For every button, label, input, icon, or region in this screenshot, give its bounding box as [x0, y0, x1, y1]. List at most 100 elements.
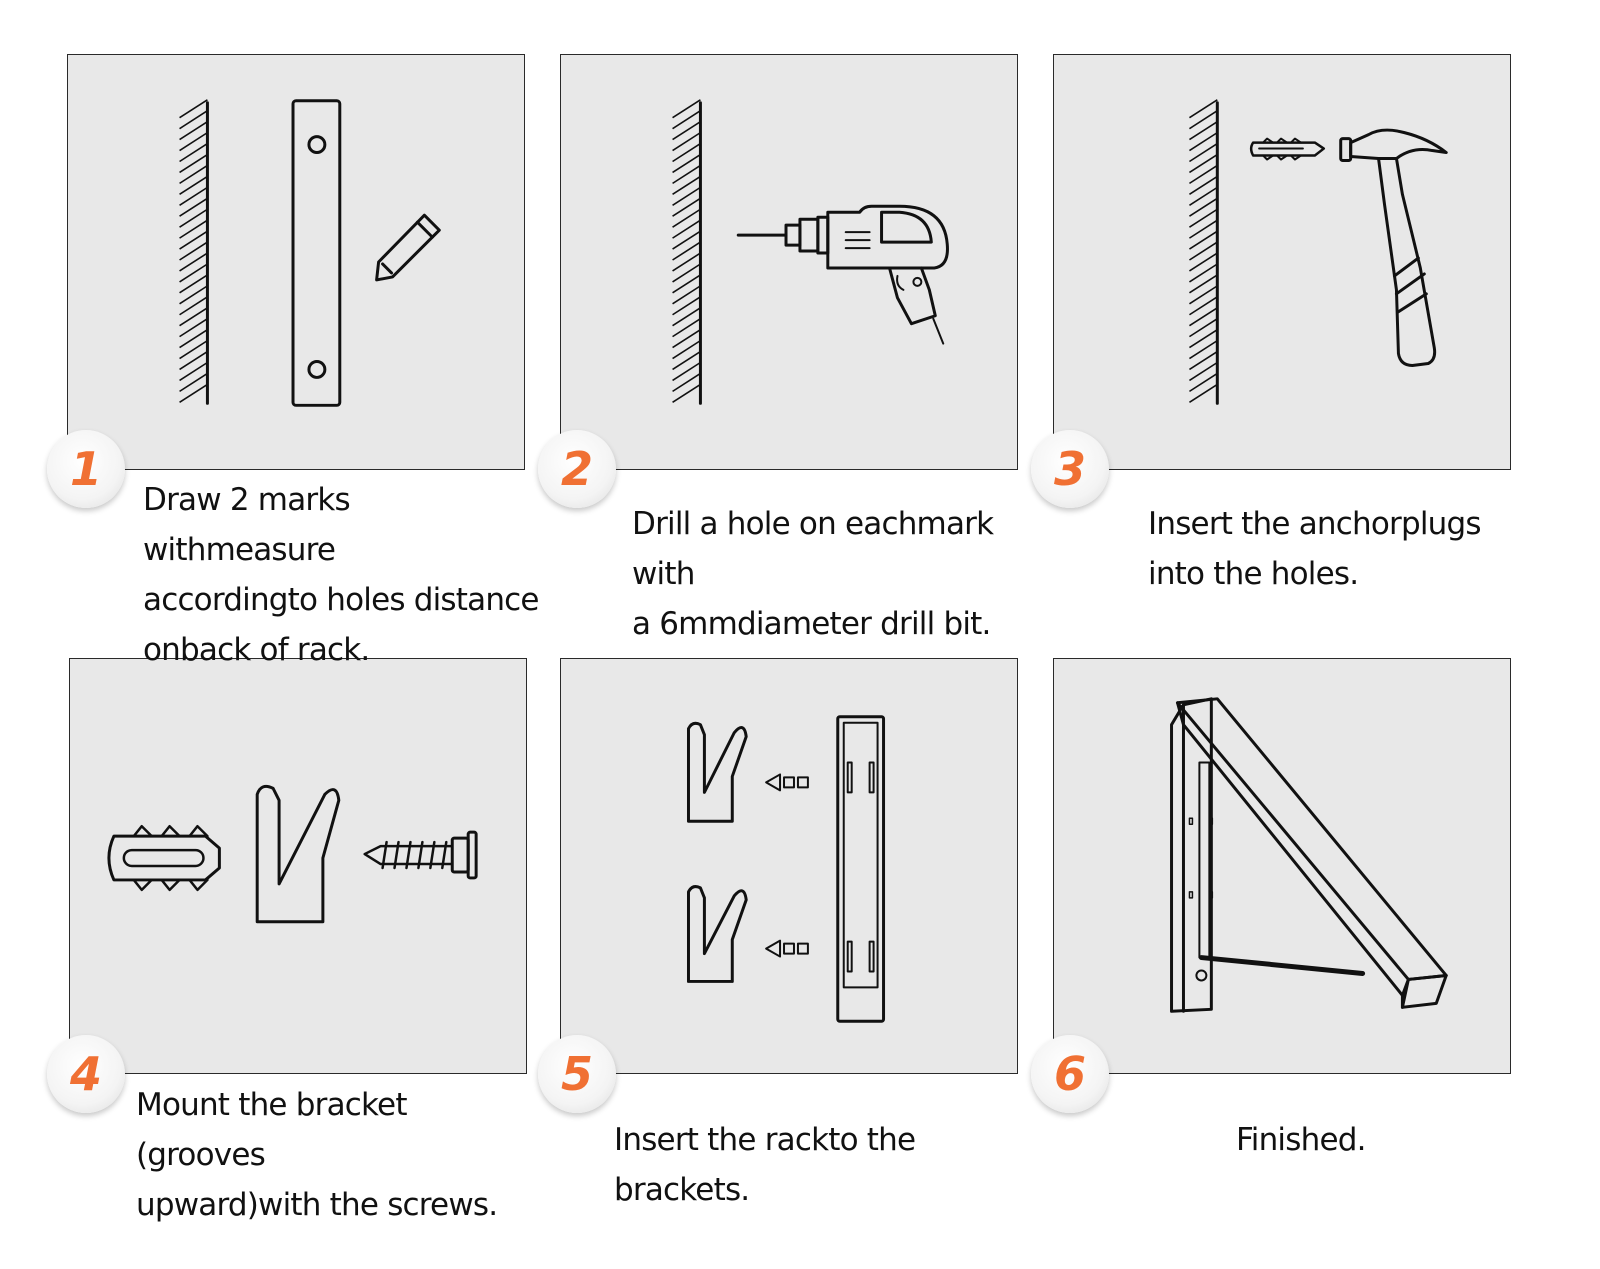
wall-hatch-mark: [1189, 285, 1218, 305]
wall-hatch-mark: [1189, 208, 1218, 228]
wall-hatch-mark: [1189, 329, 1218, 349]
wall-hatch-mark: [179, 164, 208, 185]
wall-hatch-mark: [179, 121, 208, 141]
step-5-caption: Insert the rackto the brackets.: [614, 1122, 916, 1208]
wall-hatch-mark: [1189, 241, 1218, 261]
step-4-number: 4: [69, 1047, 102, 1101]
wall-hatch-mark: [672, 230, 701, 250]
wall-hatch-mark: [179, 131, 208, 152]
wall-hatch-mark: [179, 252, 208, 272]
wall-hatch-mark: [1189, 372, 1218, 393]
wall-hatch-mark: [179, 208, 208, 228]
wall-hatch-mark: [1189, 99, 1218, 119]
wall-hatch-mark: [672, 263, 701, 283]
wall-hatch-mark: [1189, 230, 1218, 250]
wall-hatch-mark: [179, 361, 208, 382]
step-4-panel: [69, 658, 527, 1074]
step-1-number: 1: [69, 442, 102, 496]
hammer-icon: [1339, 128, 1448, 367]
step-6-number-badge: 6: [1031, 1035, 1109, 1113]
wall-hatch-mark: [179, 285, 208, 305]
wall-hatch-mark: [672, 318, 701, 338]
wall-hatch-mark: [1189, 197, 1218, 217]
folding-rack-icon: [1170, 697, 1448, 1013]
wall-hatch-mark: [179, 274, 208, 294]
step-1-caption: Draw 2 marks withmeasure accordingto hol…: [143, 482, 540, 668]
wall-hatch-mark: [672, 252, 701, 272]
wall-hatch-mark: [179, 318, 208, 338]
wall-hatch-mark: [672, 142, 701, 163]
arrow-icon: [765, 939, 809, 958]
step-5-panel: [560, 658, 1018, 1074]
wall-hatch-mark: [672, 307, 701, 327]
wall-hatch-mark: [672, 241, 701, 261]
step-1-panel: [67, 54, 525, 470]
wall-hatch-mark: [672, 274, 701, 294]
wall-hatch-mark: [179, 350, 208, 371]
screw-icon: [363, 830, 478, 880]
bracket-icon: [255, 784, 341, 924]
step-3-number: 3: [1053, 442, 1086, 496]
bracket-icon: [686, 885, 748, 983]
step-4-number-badge: 4: [47, 1035, 125, 1113]
step-3-panel: [1053, 54, 1511, 470]
step-2-number: 2: [560, 442, 593, 496]
step-3-number-badge: 3: [1031, 430, 1109, 508]
wall-hatch-mark: [179, 230, 208, 250]
wall-hatch-mark: [1189, 175, 1218, 195]
wall-icon: [672, 99, 702, 405]
wall-hatch-mark: [1189, 121, 1218, 141]
wall-hatch-mark: [1189, 186, 1218, 206]
wall-hatch-mark: [1189, 318, 1218, 338]
rack-bar-icon: [291, 99, 342, 407]
wall-hatch-mark: [672, 110, 701, 130]
wall-hatch-mark: [672, 121, 701, 141]
wall-hatch-mark: [1189, 383, 1218, 403]
wall-hatch-mark: [672, 164, 701, 185]
wall-hatch-mark: [672, 131, 701, 152]
wall-hatch-mark: [1189, 350, 1218, 371]
wall-hatch-mark: [672, 175, 701, 195]
rack-bar-icon: [836, 715, 886, 1023]
step-5-number: 5: [560, 1047, 593, 1101]
wall-icon: [1189, 99, 1219, 405]
wall-hatch-mark: [179, 175, 208, 195]
step-3-caption: Insert the anchorplugs into the holes.: [1148, 506, 1482, 592]
wall-hatch-mark: [1189, 219, 1218, 239]
wall-hatch-mark: [672, 339, 701, 360]
wall-hatch-mark: [672, 285, 701, 305]
step-2-number-badge: 2: [538, 430, 616, 508]
pencil-icon: [375, 213, 441, 282]
step-5-number-badge: 5: [538, 1035, 616, 1113]
step-2-panel: [560, 54, 1018, 470]
wall-hatch-mark: [179, 296, 208, 316]
wall-hatch-mark: [179, 99, 208, 119]
wall-hatch-mark: [179, 339, 208, 360]
wall-hatch-mark: [672, 296, 701, 316]
wall-hatch-mark: [1189, 263, 1218, 283]
bracket-icon: [686, 721, 748, 823]
wall-hatch-mark: [179, 153, 208, 174]
wall-hatch-mark: [1189, 339, 1218, 360]
wall-hatch-mark: [672, 99, 701, 119]
wall-hatch-mark: [179, 197, 208, 217]
arrow-icon: [765, 773, 809, 792]
wall-hatch-mark: [1189, 307, 1218, 327]
wall-hatch-mark: [179, 383, 208, 403]
wall-hatch-mark: [179, 241, 208, 261]
step-1-number-badge: 1: [47, 430, 125, 508]
wall-hatch-mark: [672, 372, 701, 393]
step-4-caption: Mount the bracket (grooves upward)with t…: [136, 1087, 498, 1223]
wall-hatch-mark: [1189, 110, 1218, 130]
wall-hatch-mark: [672, 350, 701, 371]
wall-hatch-mark: [179, 219, 208, 239]
wall-hatch-mark: [672, 208, 701, 228]
wall-hatch-mark: [179, 329, 208, 349]
wall-hatch-mark: [1189, 361, 1218, 382]
wall-hatch-mark: [672, 383, 701, 403]
anchor-plug-icon: [107, 824, 221, 892]
wall-hatch-mark: [179, 372, 208, 393]
wall-hatch-mark: [179, 307, 208, 327]
wall-hatch-mark: [179, 110, 208, 130]
wall-hatch-mark: [672, 197, 701, 217]
